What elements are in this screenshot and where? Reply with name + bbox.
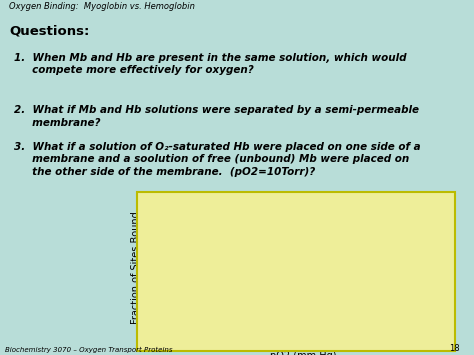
- Text: 18: 18: [449, 344, 460, 353]
- X-axis label: pO2 (mm Hg): pO2 (mm Hg): [270, 351, 337, 355]
- Bar: [197, 209, 250, 327]
- Text: Capillary: Capillary: [199, 314, 233, 323]
- Text: 3.  What if a solution of O₂-saturated Hb were placed on one side of a
     memb: 3. What if a solution of O₂-saturated Hb…: [14, 142, 421, 177]
- Text: Oxygen Binding:  Myoglobin vs. Hemoglobin: Oxygen Binding: Myoglobin vs. Hemoglobin: [9, 2, 195, 11]
- Text: Lungs: Lungs: [384, 314, 407, 323]
- Text: Hb: Hb: [264, 232, 280, 242]
- Title: Mb & Hb Binding to Oxygen: Mb & Hb Binding to Oxygen: [217, 197, 390, 207]
- Bar: [383, 209, 436, 327]
- Text: Questions:: Questions:: [9, 24, 90, 37]
- Y-axis label: Fraction of Sites Bound: Fraction of Sites Bound: [131, 212, 141, 324]
- Text: Biochemistry 3070 – Oxygen Transport Proteins: Biochemistry 3070 – Oxygen Transport Pro…: [5, 347, 172, 353]
- Text: 1.  When Mb and Hb are present in the same solution, which would
     compete mo: 1. When Mb and Hb are present in the sam…: [14, 53, 407, 75]
- Text: 2.  What if Mb and Hb solutions were separated by a semi-permeable
     membrane: 2. What if Mb and Hb solutions were sepa…: [14, 105, 419, 128]
- Text: Mb: Mb: [187, 225, 204, 235]
